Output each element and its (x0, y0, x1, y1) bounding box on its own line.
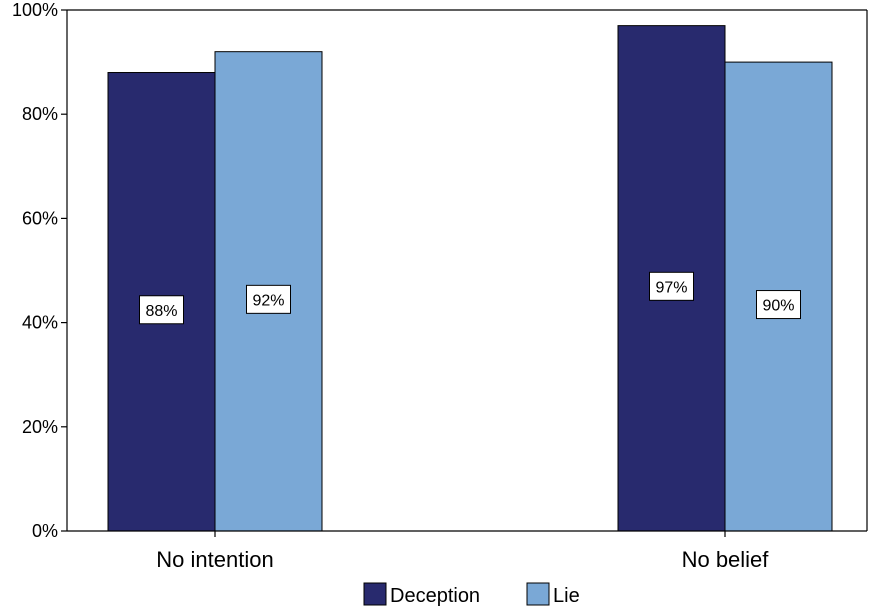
legend-swatch-deception (364, 583, 386, 605)
data-label: 92% (252, 292, 284, 309)
x-ticks-group: No intention No belief (156, 531, 769, 572)
legend-label-lie: Lie (553, 585, 580, 607)
y-tick-label: 80% (22, 104, 58, 124)
legend: Deception Lie (364, 583, 580, 607)
x-category-label: No belief (682, 547, 770, 572)
data-label: 90% (762, 298, 794, 315)
y-tick-label: 0% (32, 521, 58, 541)
legend-label-deception: Deception (390, 585, 480, 607)
y-ticks-group: 0% 20% 40% 60% 80% 100% (12, 0, 67, 541)
data-label: 88% (145, 303, 177, 320)
legend-swatch-lie (527, 583, 549, 605)
y-tick-label: 60% (22, 208, 58, 228)
data-label: 97% (655, 279, 687, 296)
y-tick-label: 100% (12, 0, 58, 20)
y-tick-label: 20% (22, 417, 58, 437)
y-tick-label: 40% (22, 313, 58, 333)
x-category-label: No intention (156, 547, 273, 572)
